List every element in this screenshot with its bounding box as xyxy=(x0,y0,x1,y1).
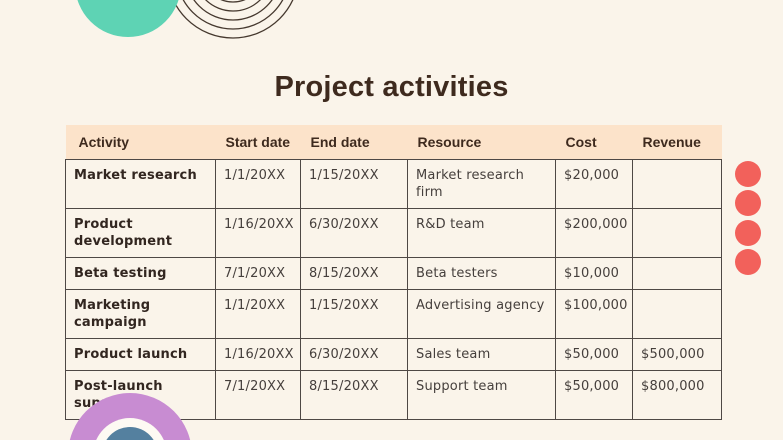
red-dot-icon xyxy=(735,161,761,187)
cell-start-date: 1/16/20XX xyxy=(215,338,301,371)
cell-end-date: 1/15/20XX xyxy=(300,159,408,209)
teal-circle-icon xyxy=(75,0,181,37)
cell-cost: $50,000 xyxy=(555,338,633,371)
cell-end-date: 8/15/20XX xyxy=(300,370,408,420)
table-row: Post-launch support 7/1/20XX 8/15/20XX S… xyxy=(65,370,722,420)
column-header-cost: Cost xyxy=(555,125,633,160)
cell-revenue: $800,000 xyxy=(632,370,722,420)
cell-start-date: 1/1/20XX xyxy=(215,289,301,339)
table-row: Product launch 1/16/20XX 6/30/20XX Sales… xyxy=(65,338,722,371)
column-header-resource: Resource xyxy=(407,125,556,160)
table-row: Beta testing 7/1/20XX 8/15/20XX Beta tes… xyxy=(65,257,722,290)
column-header-activity: Activity xyxy=(65,125,216,160)
cell-cost: $200,000 xyxy=(555,208,633,258)
column-header-start-date: Start date xyxy=(215,125,301,160)
project-activities-table: Activity Start date End date Resource Co… xyxy=(65,125,722,420)
table-row: Product development 1/16/20XX 6/30/20XX … xyxy=(65,208,722,258)
cell-resource: Beta testers xyxy=(407,257,556,290)
cell-end-date: 6/30/20XX xyxy=(300,208,408,258)
cell-activity: Product development xyxy=(65,208,216,258)
cell-end-date: 6/30/20XX xyxy=(300,338,408,371)
cell-activity: Marketing campaign xyxy=(65,289,216,339)
cell-cost: $100,000 xyxy=(555,289,633,339)
cell-revenue: $500,000 xyxy=(632,338,722,371)
cell-activity: Market research xyxy=(65,159,216,209)
cell-revenue xyxy=(632,208,722,258)
cell-revenue xyxy=(632,257,722,290)
cell-activity: Beta testing xyxy=(65,257,216,290)
red-dot-icon xyxy=(735,190,761,216)
cell-revenue xyxy=(632,289,722,339)
cell-resource: R&D team xyxy=(407,208,556,258)
column-header-end-date: End date xyxy=(300,125,408,160)
cell-start-date: 7/1/20XX xyxy=(215,257,301,290)
cell-end-date: 8/15/20XX xyxy=(300,257,408,290)
red-dot-icon xyxy=(735,220,761,246)
cell-resource: Support team xyxy=(407,370,556,420)
cell-activity: Product launch xyxy=(65,338,216,371)
cell-cost: $20,000 xyxy=(555,159,633,209)
table-row: Market research 1/1/20XX 1/15/20XX Marke… xyxy=(65,159,722,209)
cell-resource: Sales team xyxy=(407,338,556,371)
cell-start-date: 1/16/20XX xyxy=(215,208,301,258)
cell-cost: $50,000 xyxy=(555,370,633,420)
cell-cost: $10,000 xyxy=(555,257,633,290)
cell-resource: Market research firm xyxy=(407,159,556,209)
table-row: Marketing campaign 1/1/20XX 1/15/20XX Ad… xyxy=(65,289,722,339)
table-header-row: Activity Start date End date Resource Co… xyxy=(65,125,722,160)
blue-circle-icon xyxy=(102,427,158,440)
cell-start-date: 1/1/20XX xyxy=(215,159,301,209)
cell-end-date: 1/15/20XX xyxy=(300,289,408,339)
cell-start-date: 7/1/20XX xyxy=(215,370,301,420)
cell-revenue xyxy=(632,159,722,209)
red-dot-icon xyxy=(735,249,761,275)
cell-resource: Advertising agency xyxy=(407,289,556,339)
page-title: Project activities xyxy=(274,71,509,104)
column-header-revenue: Revenue xyxy=(632,125,722,160)
